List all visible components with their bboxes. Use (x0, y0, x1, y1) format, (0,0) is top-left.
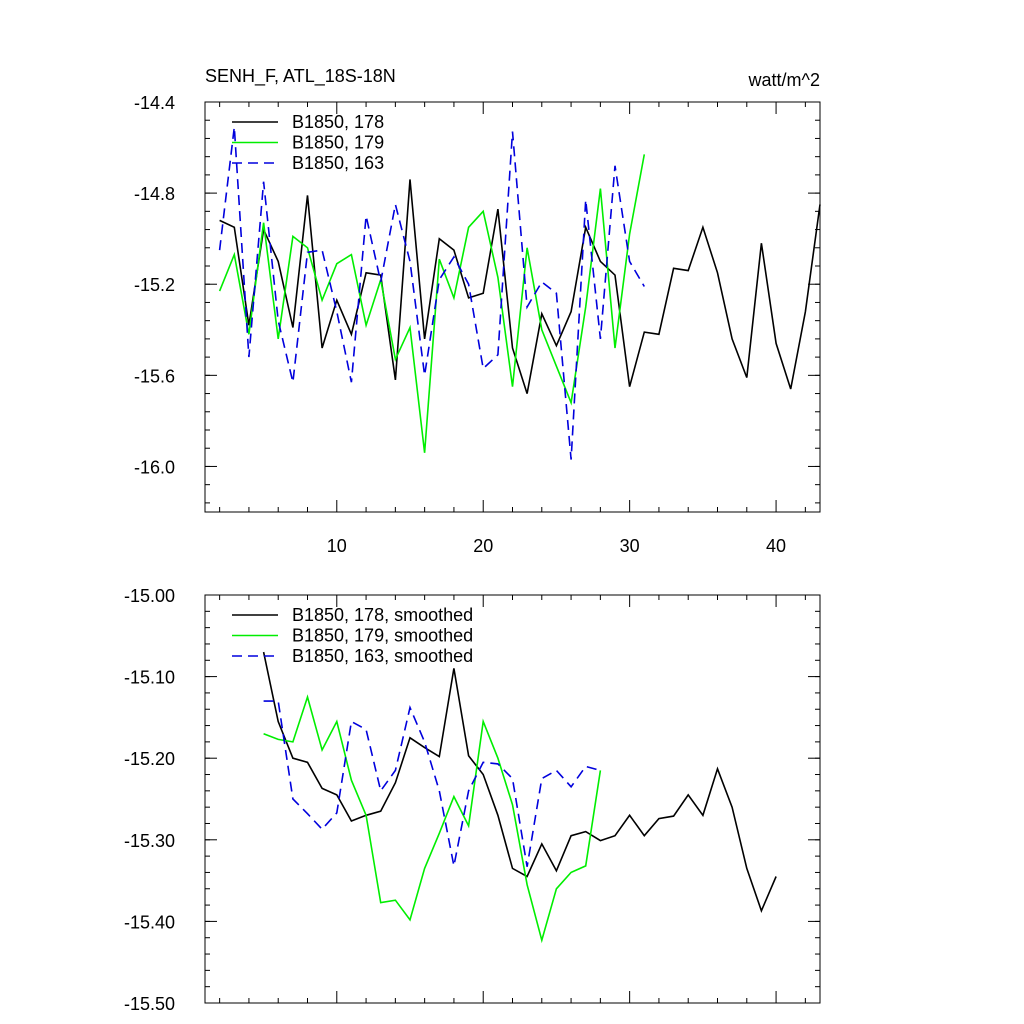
chart-title: SENH_F, ATL_18S-18N (205, 66, 396, 87)
series-line-1-1 (263, 694, 602, 944)
y-tick-label: -14.8 (134, 184, 175, 204)
x-tick-label: 10 (327, 536, 347, 556)
legend-label: B1850, 178 (292, 112, 384, 132)
x-tick-label: 40 (766, 536, 786, 556)
chart-units: watt/m^2 (748, 70, 820, 90)
legend-label: B1850, 163, smoothed (292, 646, 473, 666)
series-line-1-0 (262, 651, 777, 914)
y-tick-label: -15.6 (134, 366, 175, 386)
series-line-1-2 (263, 700, 601, 867)
y-tick-label: -15.2 (134, 275, 175, 295)
legend-label: B1850, 179 (292, 133, 384, 153)
legend-label: B1850, 163 (292, 153, 384, 173)
y-tick-label: -15.40 (124, 912, 175, 932)
legend-label: B1850, 178, smoothed (292, 605, 473, 625)
legend-label: B1850, 179, smoothed (292, 626, 473, 646)
x-tick-label: 20 (473, 536, 493, 556)
y-tick-label: -15.30 (124, 831, 175, 851)
series-line-0-1 (218, 154, 646, 453)
y-tick-label: -15.50 (124, 994, 175, 1014)
y-tick-label: -14.4 (134, 93, 175, 113)
y-tick-label: -16.0 (134, 457, 175, 477)
series-line-0-2 (218, 127, 645, 460)
y-tick-label: -15.20 (124, 749, 175, 769)
y-tick-label: -15.10 (124, 668, 175, 688)
series-line-0-0 (219, 179, 821, 394)
x-tick-label: 30 (620, 536, 640, 556)
bottom-panel: -15.00 -15.10 -15.20 -15.30 -15.40 -15.50 B185… (124, 586, 821, 1014)
top-panel: 10 20 30 40 -14.4 -14.8 -15.2 -15.6 -16.0 SENH_F,… (134, 66, 821, 556)
y-tick-label: -15.00 (124, 586, 175, 606)
